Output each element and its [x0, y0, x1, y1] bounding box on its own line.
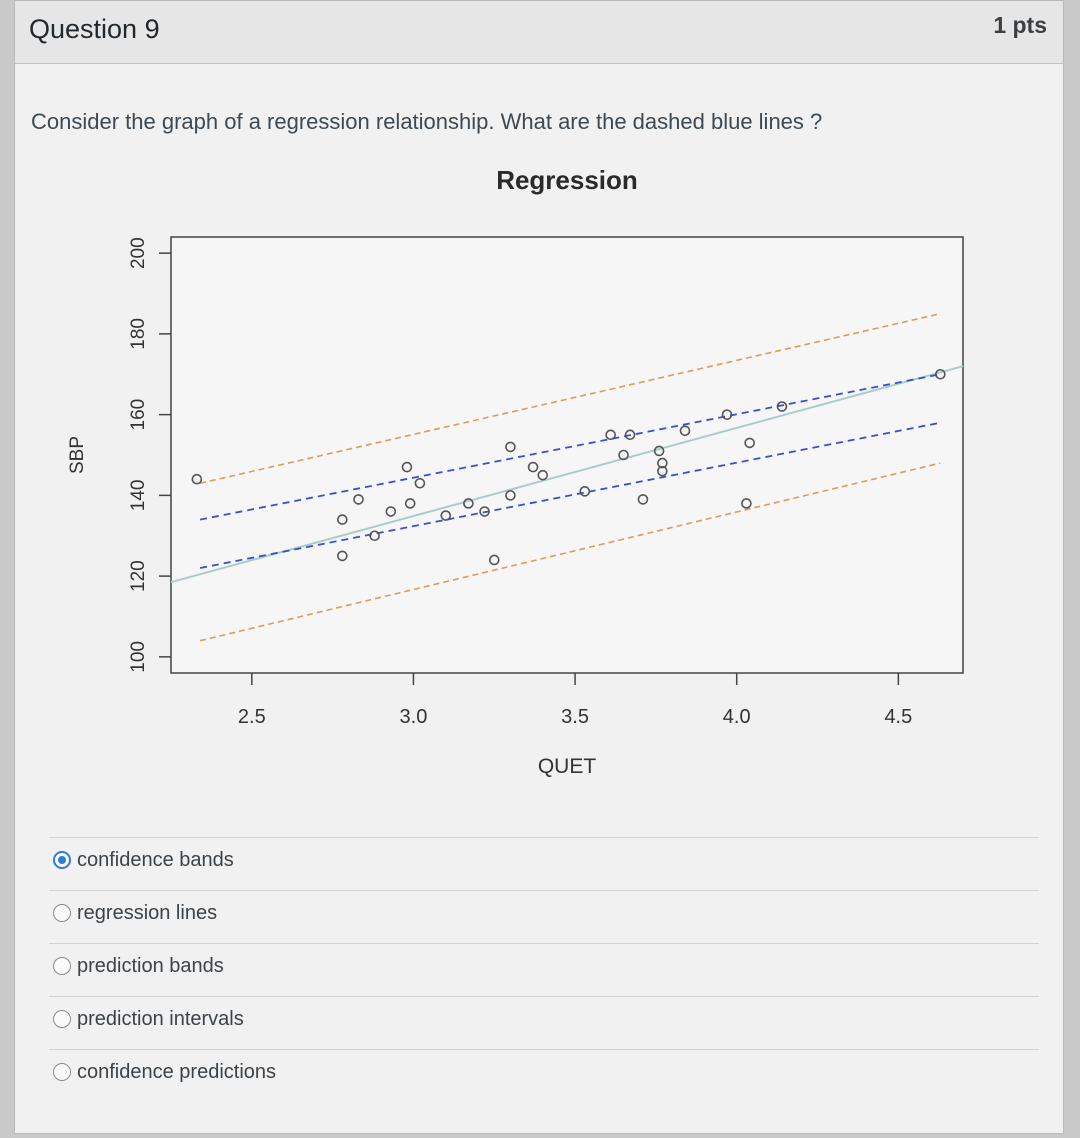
answer-option[interactable]: prediction intervals: [49, 996, 1039, 1041]
data-point: [479, 506, 490, 517]
data-point: [653, 445, 665, 457]
answer-option[interactable]: prediction bands: [49, 943, 1039, 988]
answer-label: confidence predictions: [77, 1061, 277, 1083]
data-point: [618, 449, 629, 461]
radio-selected-icon[interactable]: [53, 851, 71, 869]
plot-frame: [170, 236, 964, 674]
answer-option[interactable]: confidence predictions: [49, 1049, 1039, 1094]
data-point: [935, 368, 946, 380]
radio-icon[interactable]: [53, 957, 71, 975]
y-tick-label: 100: [128, 641, 149, 673]
data-point: [605, 429, 616, 441]
data-point: [527, 461, 539, 473]
question-card: Question 9 1 pts Consider the graph of a…: [14, 0, 1064, 1134]
confidence-band-upper: [199, 373, 941, 521]
prediction-band-lower: [199, 462, 941, 642]
data-point: [463, 498, 474, 509]
answer-label: confidence bands: [77, 849, 234, 871]
data-point: [191, 473, 203, 485]
x-axis-label: QUET: [538, 755, 597, 778]
data-point: [679, 425, 691, 437]
data-point: [505, 441, 516, 453]
radio-icon[interactable]: [53, 904, 71, 922]
data-point: [579, 486, 591, 497]
y-tick-label: 200: [128, 237, 149, 269]
data-point: [353, 494, 364, 505]
prediction-band-upper: [199, 312, 941, 485]
regression-chart: Regression 2.5 3.0 3.5 4.0 4.5 100 120 140 160 180…: [67, 165, 964, 778]
radio-icon[interactable]: [53, 1010, 71, 1028]
data-point: [721, 409, 733, 420]
answer-option[interactable]: confidence bands: [49, 837, 1039, 882]
data-point: [488, 554, 500, 566]
x-tick-label: 2.5: [238, 706, 266, 728]
question-points: 1 pts: [993, 12, 1047, 38]
data-point: [776, 401, 788, 412]
data-point: [414, 477, 426, 489]
data-point: [337, 550, 348, 562]
question-header: Question 9 1 pts: [15, 1, 1063, 64]
answer-option[interactable]: regression lines: [49, 890, 1039, 935]
regression-line: [170, 365, 964, 584]
data-point: [505, 490, 516, 501]
question-title: Question 9: [29, 14, 160, 44]
data-point: [657, 457, 668, 469]
data-point: [537, 469, 549, 481]
y-axis-label: SBP: [67, 436, 88, 474]
data-point: [440, 510, 452, 521]
x-tick-label: 4.0: [723, 706, 751, 728]
data-point: [624, 429, 636, 441]
confidence-band-lower: [199, 421, 941, 569]
data-point: [401, 461, 413, 473]
x-tick-label: 3.5: [561, 706, 589, 728]
y-tick-label: 140: [128, 480, 149, 512]
data-point: [744, 437, 755, 449]
data-point: [741, 498, 752, 509]
y-tick-label: 160: [128, 399, 149, 431]
radio-icon[interactable]: [53, 1063, 71, 1081]
data-point: [637, 494, 649, 505]
data-point: [369, 530, 380, 542]
answer-label: prediction bands: [77, 955, 224, 977]
y-tick-label: 120: [128, 560, 149, 592]
data-point: [657, 465, 668, 477]
data-point: [404, 498, 416, 509]
question-prompt: Consider the graph of a regression relat…: [31, 109, 823, 134]
answer-label: prediction intervals: [77, 1008, 244, 1030]
answer-label: regression lines: [77, 902, 218, 924]
chart-title: Regression: [496, 165, 638, 195]
data-point: [337, 514, 348, 525]
x-tick-label: 4.5: [884, 706, 912, 728]
x-tick-label: 3.0: [400, 706, 428, 728]
y-tick-label: 180: [128, 318, 149, 350]
data-point: [385, 506, 397, 517]
